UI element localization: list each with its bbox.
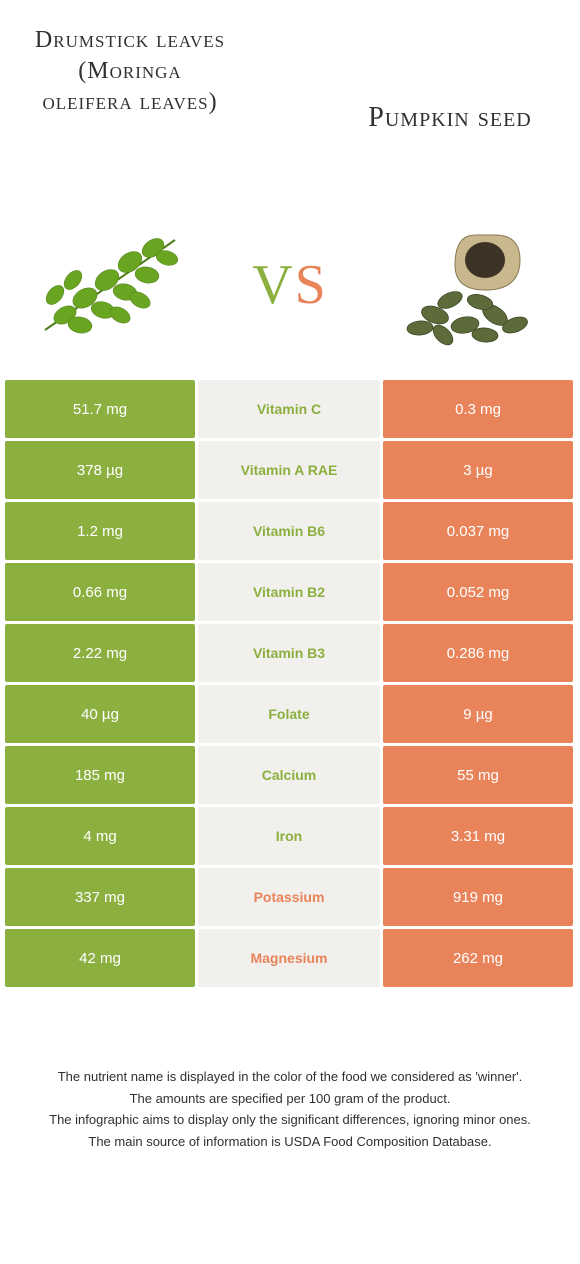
nutrient-name-cell: Vitamin B6 xyxy=(198,502,380,560)
nutrient-comparison-table: 51.7 mgVitamin C0.3 mg378 µgVitamin A RA… xyxy=(5,380,575,987)
left-value-cell: 185 mg xyxy=(5,746,195,804)
nutrient-name-cell: Iron xyxy=(198,807,380,865)
right-value-cell: 3 µg xyxy=(383,441,573,499)
right-value-cell: 0.3 mg xyxy=(383,380,573,438)
right-value-cell: 0.286 mg xyxy=(383,624,573,682)
nutrient-name-cell: Calcium xyxy=(198,746,380,804)
footnote-line: The infographic aims to display only the… xyxy=(10,1110,570,1130)
nutrient-name-cell: Potassium xyxy=(198,868,380,926)
right-food-title: Pumpkin seed xyxy=(350,100,550,136)
vs-label: VS xyxy=(252,253,328,317)
left-value-cell: 4 mg xyxy=(5,807,195,865)
left-value-cell: 2.22 mg xyxy=(5,624,195,682)
table-row: 4 mgIron3.31 mg xyxy=(5,807,575,865)
header-images-row: VS xyxy=(0,210,580,360)
right-value-cell: 3.31 mg xyxy=(383,807,573,865)
pumpkin-seeds-icon xyxy=(385,220,555,350)
footnote-line: The amounts are specified per 100 gram o… xyxy=(10,1089,570,1109)
right-value-cell: 9 µg xyxy=(383,685,573,743)
vs-v-letter: V xyxy=(252,254,294,316)
right-value-cell: 262 mg xyxy=(383,929,573,987)
table-row: 40 µgFolate9 µg xyxy=(5,685,575,743)
left-value-cell: 337 mg xyxy=(5,868,195,926)
nutrient-name-cell: Vitamin B3 xyxy=(198,624,380,682)
nutrient-name-cell: Magnesium xyxy=(198,929,380,987)
left-value-cell: 40 µg xyxy=(5,685,195,743)
footnote-line: The nutrient name is displayed in the co… xyxy=(10,1067,570,1087)
left-value-cell: 51.7 mg xyxy=(5,380,195,438)
nutrient-name-cell: Vitamin A RAE xyxy=(198,441,380,499)
comparison-header: Drumstick leaves (Moringa oleifera leave… xyxy=(0,0,580,370)
moringa-leaves-icon xyxy=(25,220,195,350)
right-value-cell: 919 mg xyxy=(383,868,573,926)
nutrient-name-cell: Folate xyxy=(198,685,380,743)
right-food-image xyxy=(380,215,560,355)
vs-s-letter: S xyxy=(295,254,328,316)
table-row: 1.2 mgVitamin B60.037 mg xyxy=(5,502,575,560)
table-row: 2.22 mgVitamin B30.286 mg xyxy=(5,624,575,682)
table-row: 337 mgPotassium919 mg xyxy=(5,868,575,926)
left-value-cell: 0.66 mg xyxy=(5,563,195,621)
table-row: 378 µgVitamin A RAE3 µg xyxy=(5,441,575,499)
left-food-title: Drumstick leaves (Moringa oleifera leave… xyxy=(30,25,230,119)
left-food-image xyxy=(20,215,200,355)
right-value-cell: 0.037 mg xyxy=(383,502,573,560)
left-value-cell: 1.2 mg xyxy=(5,502,195,560)
left-value-cell: 42 mg xyxy=(5,929,195,987)
footnotes: The nutrient name is displayed in the co… xyxy=(10,1067,570,1151)
nutrient-name-cell: Vitamin B2 xyxy=(198,563,380,621)
right-value-cell: 0.052 mg xyxy=(383,563,573,621)
left-value-cell: 378 µg xyxy=(5,441,195,499)
footnote-line: The main source of information is USDA F… xyxy=(10,1132,570,1152)
table-row: 0.66 mgVitamin B20.052 mg xyxy=(5,563,575,621)
right-value-cell: 55 mg xyxy=(383,746,573,804)
table-row: 185 mgCalcium55 mg xyxy=(5,746,575,804)
table-row: 51.7 mgVitamin C0.3 mg xyxy=(5,380,575,438)
table-row: 42 mgMagnesium262 mg xyxy=(5,929,575,987)
nutrient-name-cell: Vitamin C xyxy=(198,380,380,438)
